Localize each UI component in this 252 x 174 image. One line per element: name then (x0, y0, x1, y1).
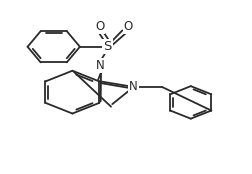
Text: O: O (95, 20, 105, 33)
Text: N: N (129, 81, 138, 93)
Text: S: S (103, 40, 111, 53)
Text: O: O (124, 20, 133, 33)
Text: N: N (96, 59, 104, 72)
